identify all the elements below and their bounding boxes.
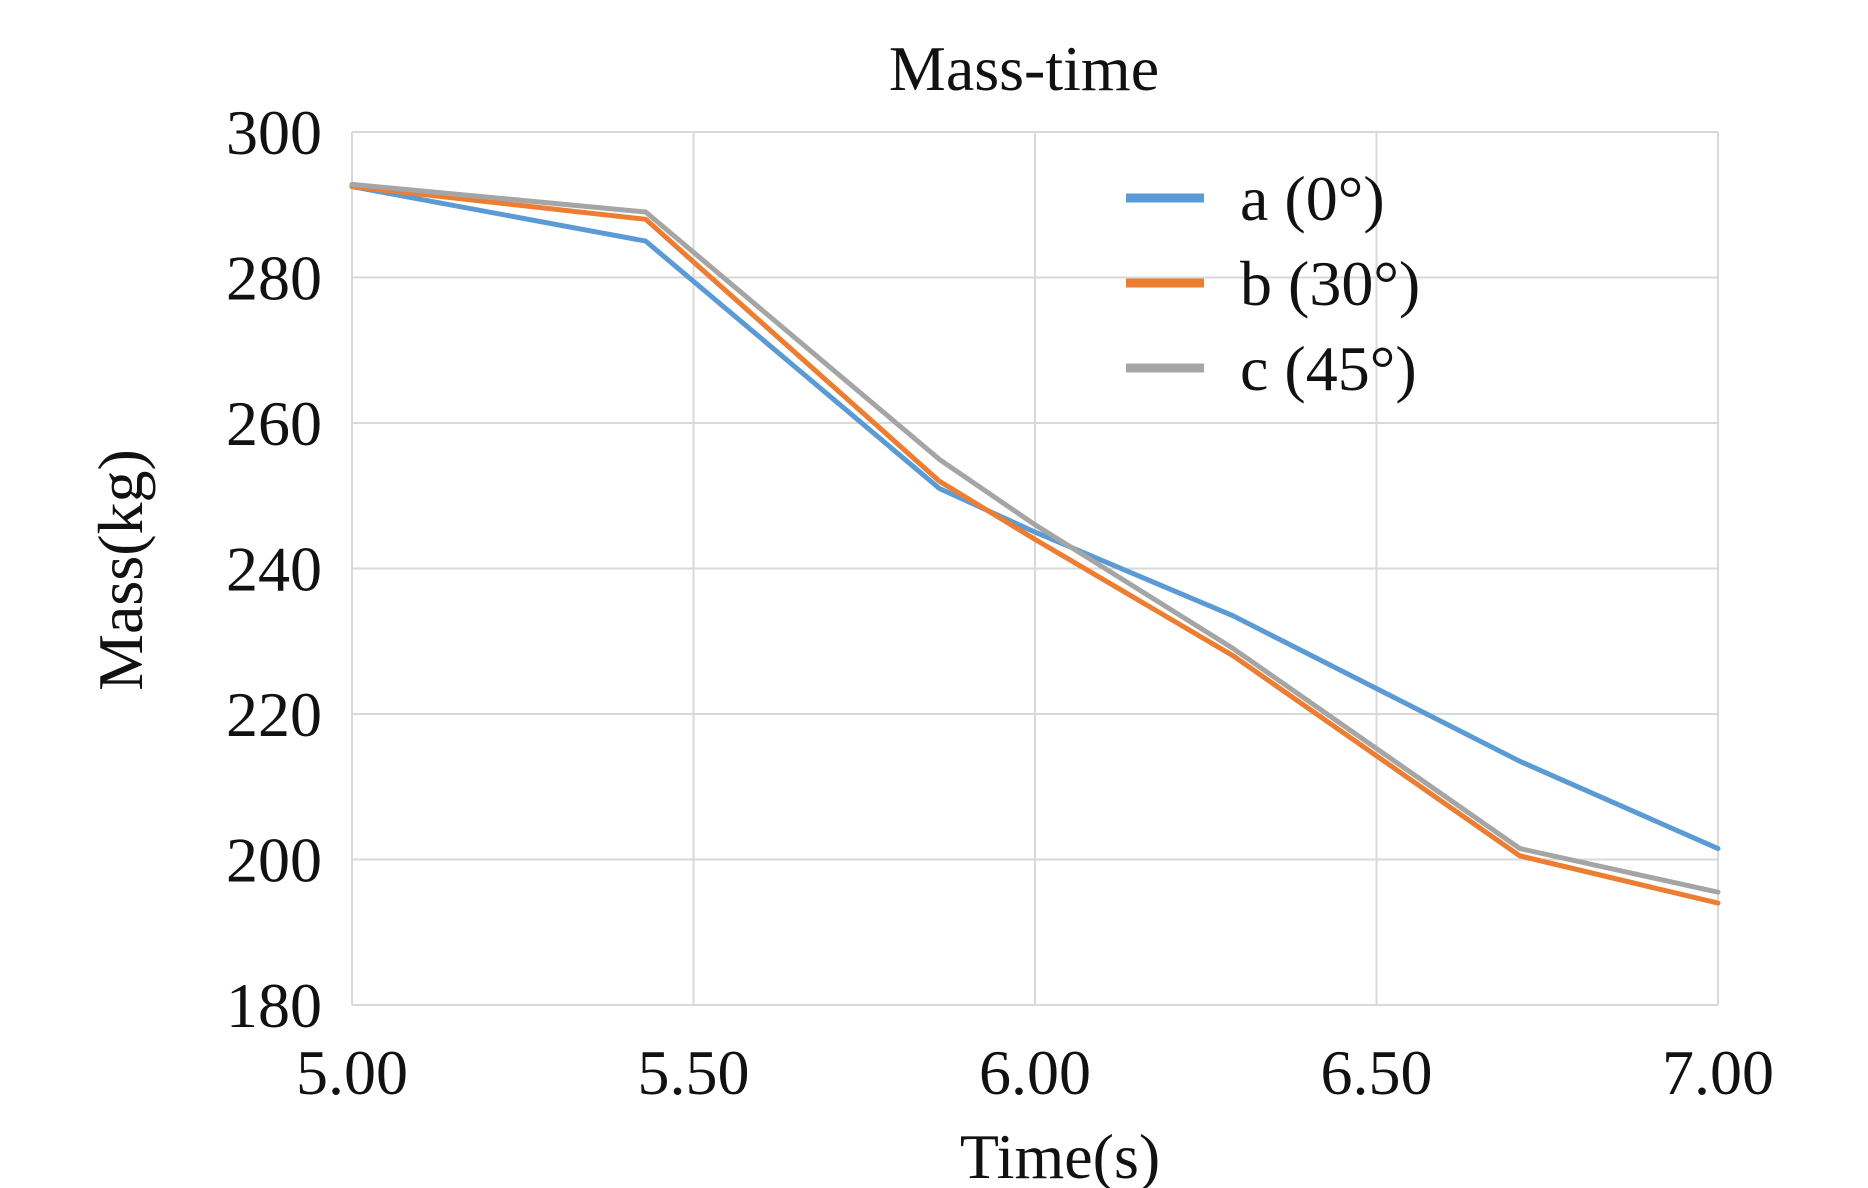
series-line-3 xyxy=(349,181,1721,895)
x-tick-label: 5.50 xyxy=(638,1037,750,1108)
x-tick-label: 5.00 xyxy=(296,1037,408,1108)
x-tick-label: 6.50 xyxy=(1321,1037,1433,1108)
y-tick-label: 200 xyxy=(226,825,322,896)
series-line-1 xyxy=(349,184,1721,852)
x-axis-label: Time(s) xyxy=(960,1121,1160,1188)
x-tick-labels: 5.00 5.50 6.00 6.50 7.00 xyxy=(296,1037,1774,1108)
series-line-2 xyxy=(349,184,1721,906)
chart-title: Mass-time xyxy=(889,33,1159,104)
y-tick-label: 260 xyxy=(226,388,322,459)
y-tick-label: 220 xyxy=(226,679,322,750)
y-tick-label: 240 xyxy=(226,534,322,605)
gridlines xyxy=(351,131,1719,1006)
y-tick-labels: 180 200 220 240 260 280 300 xyxy=(226,97,322,1041)
x-tick-label: 6.00 xyxy=(979,1037,1091,1108)
y-axis-label: Mass(kg) xyxy=(85,449,156,691)
y-tick-label: 300 xyxy=(226,97,322,168)
legend: a (0°) b (30°) c (45°) xyxy=(1126,163,1420,404)
x-tick-label: 7.00 xyxy=(1662,1037,1774,1108)
legend-label: b (30°) xyxy=(1240,248,1420,319)
y-tick-label: 280 xyxy=(226,243,322,314)
legend-label: a (0°) xyxy=(1240,163,1385,234)
legend-label: c (45°) xyxy=(1240,333,1417,404)
y-tick-label: 180 xyxy=(226,970,322,1041)
series-layer xyxy=(349,181,1721,906)
